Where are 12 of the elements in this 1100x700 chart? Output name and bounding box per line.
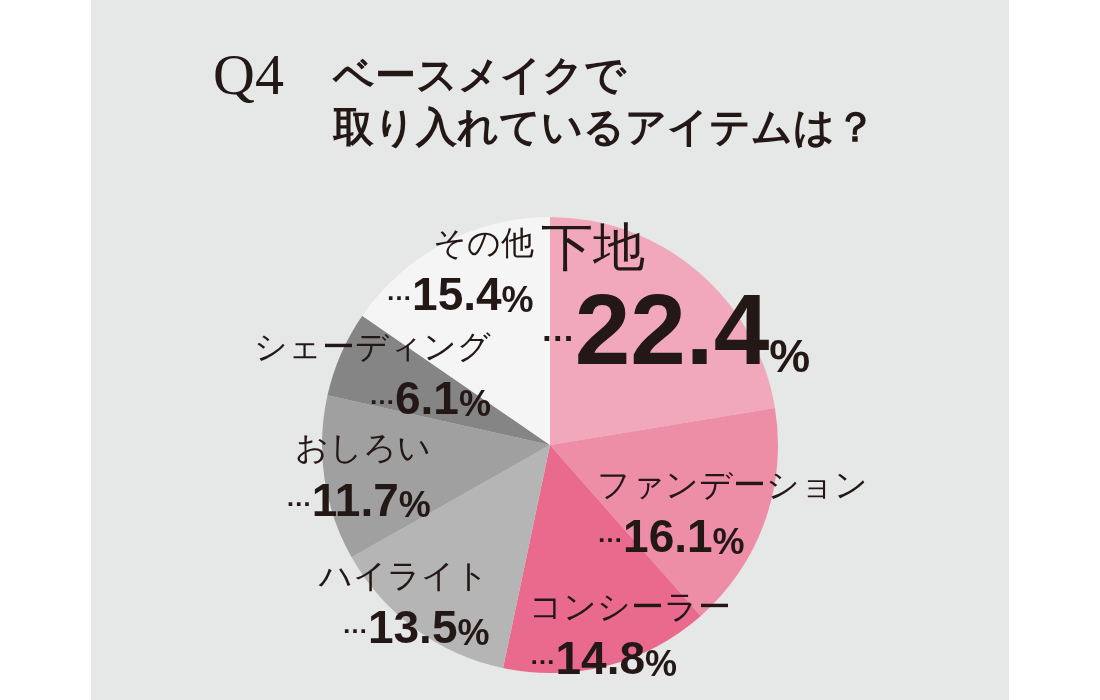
data-label: …6.1% bbox=[368, 372, 491, 425]
chart-subtitle: ベースメイクで取り入れているアイテムは？ bbox=[332, 51, 876, 151]
slice-label: コンシーラー bbox=[529, 586, 732, 626]
data-label: …11.7% bbox=[285, 473, 431, 526]
data-label: …15.4% bbox=[386, 268, 534, 321]
slice-label: ファンデーション bbox=[597, 464, 869, 504]
slice-label: おしろい bbox=[294, 428, 431, 468]
data-label: …13.5% bbox=[341, 601, 490, 654]
slice-label: その他 bbox=[432, 222, 534, 262]
data-label: …16.1% bbox=[597, 510, 745, 563]
chart-title: Q4 bbox=[213, 41, 284, 107]
slice-label: ハイライト bbox=[318, 555, 490, 595]
